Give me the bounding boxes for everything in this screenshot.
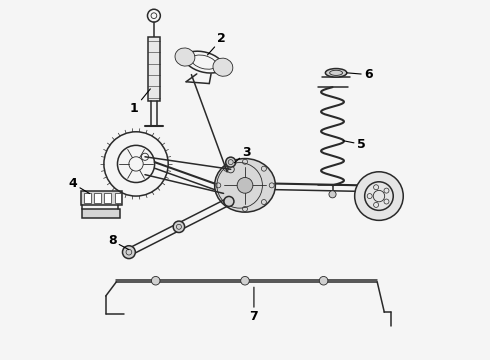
Circle shape — [151, 276, 160, 285]
Bar — [82, 208, 120, 217]
Circle shape — [173, 221, 185, 233]
Bar — [84, 193, 91, 203]
Bar — [115, 193, 121, 203]
Circle shape — [122, 246, 135, 258]
Circle shape — [237, 177, 253, 193]
Text: 1: 1 — [130, 89, 150, 115]
Bar — [104, 193, 111, 203]
Circle shape — [355, 172, 403, 220]
Text: 7: 7 — [249, 287, 258, 323]
Bar — [81, 192, 122, 205]
Ellipse shape — [213, 58, 233, 76]
Ellipse shape — [325, 68, 347, 77]
Text: 6: 6 — [347, 68, 372, 81]
Text: 8: 8 — [108, 234, 129, 249]
Circle shape — [241, 276, 249, 285]
Ellipse shape — [215, 158, 275, 212]
Text: 4: 4 — [69, 177, 90, 194]
Circle shape — [224, 197, 234, 206]
Circle shape — [226, 157, 236, 167]
Circle shape — [319, 276, 328, 285]
Text: 5: 5 — [343, 138, 366, 151]
Bar — [148, 37, 160, 102]
Text: 3: 3 — [234, 146, 251, 163]
Circle shape — [329, 191, 336, 198]
Text: 2: 2 — [207, 32, 226, 55]
Bar — [95, 193, 101, 203]
Ellipse shape — [175, 48, 195, 66]
